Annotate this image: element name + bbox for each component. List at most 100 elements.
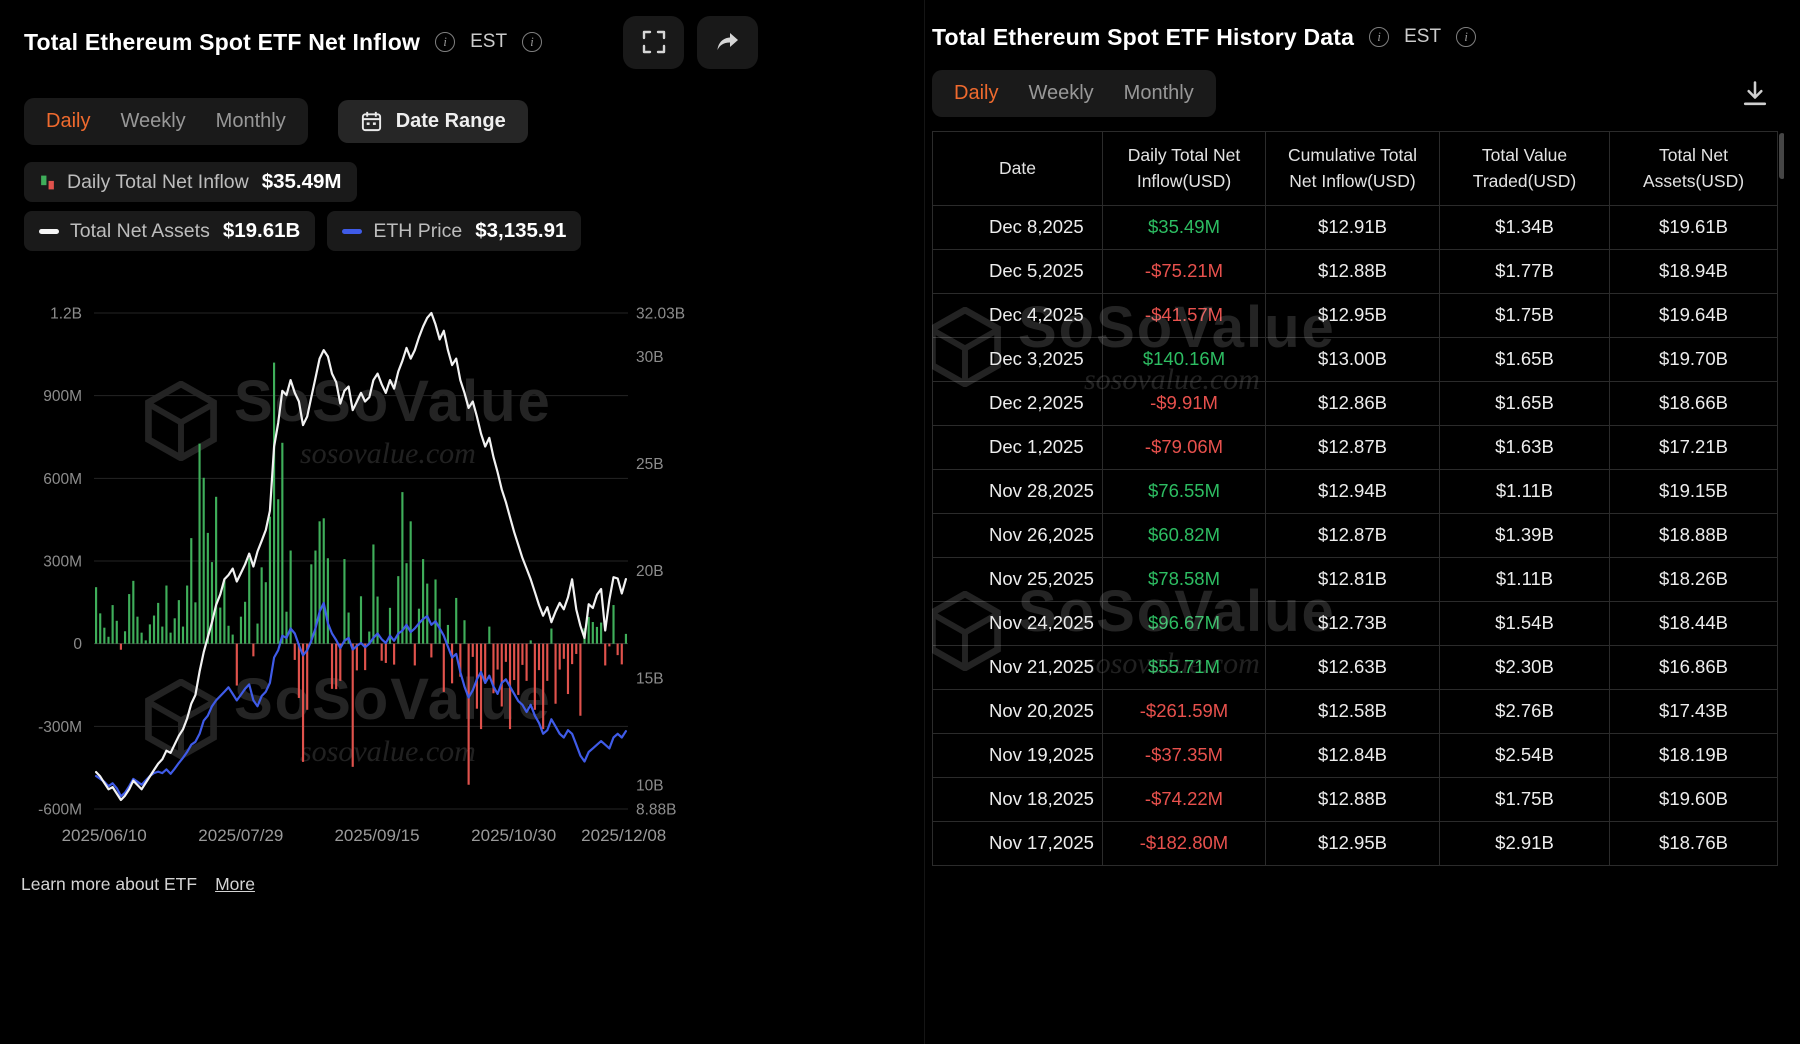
cell-net-assets: $18.76B: [1609, 820, 1778, 866]
share-icon: [717, 33, 738, 50]
cell-daily-inflow: -$75.21M: [1102, 248, 1266, 294]
cell-net-assets: $16.86B: [1609, 644, 1778, 690]
cell-cumulative-inflow: $12.87B: [1265, 512, 1440, 558]
tab-monthly[interactable]: Monthly: [201, 103, 301, 140]
table-row: Nov 25,2025 $78.58M $12.81B $1.11B $18.26B: [932, 556, 1778, 602]
blue-line-icon: [342, 228, 363, 234]
cell-daily-inflow: -$74.22M: [1102, 776, 1266, 822]
chart-controls: Daily Weekly Monthly Date Range: [24, 98, 758, 145]
cell-date: Dec 4,2025: [932, 292, 1103, 338]
cell-daily-inflow: -$9.91M: [1102, 380, 1266, 426]
info-icon[interactable]: i: [435, 32, 456, 52]
cell-daily-inflow: -$79.06M: [1102, 424, 1266, 470]
est-label: EST: [470, 31, 508, 52]
legend-daily-net-inflow[interactable]: Daily Total Net Inflow $35.49M: [24, 162, 357, 202]
cell-value-traded: $1.39B: [1439, 512, 1610, 558]
legend-total-net-assets[interactable]: Total Net Assets $19.61B: [24, 211, 316, 251]
svg-text:2025/09/15: 2025/09/15: [334, 826, 419, 845]
history-data-panel: Total Ethereum Spot ETF History Data i E…: [932, 0, 1794, 871]
cell-net-assets: $18.19B: [1609, 732, 1778, 778]
cell-value-traded: $1.65B: [1439, 336, 1610, 382]
cell-daily-inflow: $140.16M: [1102, 336, 1266, 382]
cell-cumulative-inflow: $12.91B: [1265, 204, 1440, 250]
table-row: Nov 18,2025 -$74.22M $12.88B $1.75B $19.60B: [932, 776, 1778, 822]
history-header: Total Ethereum Spot ETF History Data i E…: [932, 16, 1784, 58]
cell-date: Nov 26,2025: [932, 512, 1103, 558]
more-link[interactable]: More: [215, 874, 255, 894]
svg-text:900M: 900M: [43, 388, 82, 405]
tab-monthly[interactable]: Monthly: [1109, 75, 1209, 112]
inflow-bars-icon: [41, 175, 54, 189]
cell-cumulative-inflow: $12.86B: [1265, 380, 1440, 426]
cell-value-traded: $1.77B: [1439, 248, 1610, 294]
download-icon: [1743, 80, 1767, 105]
cell-date: Nov 21,2025: [932, 644, 1103, 690]
svg-text:600M: 600M: [43, 471, 82, 488]
cell-daily-inflow: -$261.59M: [1102, 688, 1266, 734]
cell-value-traded: $1.75B: [1439, 292, 1610, 338]
info-icon[interactable]: i: [1369, 27, 1390, 47]
legend-label: Daily Total Net Inflow: [67, 170, 249, 193]
svg-text:20B: 20B: [636, 563, 664, 580]
cell-net-assets: $19.64B: [1609, 292, 1778, 338]
legend-label: Total Net Assets: [70, 219, 210, 242]
cell-net-assets: $17.21B: [1609, 424, 1778, 470]
table-header: Date Daily Total Net Inflow(USD) Cumulativ…: [932, 131, 1778, 206]
cell-value-traded: $2.76B: [1439, 688, 1610, 734]
table-row: Nov 20,2025 -$261.59M $12.58B $2.76B $17.43B: [932, 688, 1778, 734]
history-table-container[interactable]: Date Daily Total Net Inflow(USD) Cumulativ…: [932, 131, 1784, 871]
cell-net-assets: $19.15B: [1609, 468, 1778, 514]
cell-cumulative-inflow: $12.87B: [1265, 424, 1440, 470]
cell-cumulative-inflow: $12.95B: [1265, 292, 1440, 338]
table-scrollbar[interactable]: [1779, 133, 1784, 179]
cell-cumulative-inflow: $12.88B: [1265, 776, 1440, 822]
cell-daily-inflow: -$37.35M: [1102, 732, 1266, 778]
chart-period-tabs: Daily Weekly Monthly: [24, 98, 308, 145]
table-row: Nov 28,2025 $76.55M $12.94B $1.11B $19.15B: [932, 468, 1778, 514]
column-header: Daily Total Net Inflow(USD): [1102, 131, 1266, 206]
cell-net-assets: $18.26B: [1609, 556, 1778, 602]
cell-daily-inflow: $76.55M: [1102, 468, 1266, 514]
legend-label: ETH Price: [373, 219, 463, 242]
table-row: Nov 26,2025 $60.82M $12.87B $1.39B $18.88B: [932, 512, 1778, 558]
cell-net-assets: $18.88B: [1609, 512, 1778, 558]
download-button[interactable]: [1740, 79, 1770, 109]
fullscreen-button[interactable]: [623, 15, 684, 69]
history-controls: Daily Weekly Monthly: [932, 70, 1784, 117]
svg-text:32.03B: 32.03B: [636, 306, 685, 323]
table-row: Nov 24,2025 $96.67M $12.73B $1.54B $18.44B: [932, 600, 1778, 646]
cell-cumulative-inflow: $12.73B: [1265, 600, 1440, 646]
cell-date: Dec 2,2025: [932, 380, 1103, 426]
svg-text:15B: 15B: [636, 670, 664, 687]
svg-text:8.88B: 8.88B: [636, 802, 677, 819]
net-inflow-panel: Total Ethereum Spot ETF Net Inflow i EST…: [21, 15, 758, 895]
cell-value-traded: $1.54B: [1439, 600, 1610, 646]
legend-eth-price[interactable]: ETH Price $3,135.91: [327, 211, 582, 251]
etf-footer: Learn more about ETF More: [21, 874, 255, 895]
combo-chart[interactable]: 1.2B 900M 600M 300M 0 -300M -600M 32.03B 30B 25B 2…: [24, 273, 748, 865]
fullscreen-icon: [642, 30, 665, 54]
cell-net-assets: $19.70B: [1609, 336, 1778, 382]
svg-text:10B: 10B: [636, 778, 664, 795]
cell-net-assets: $17.43B: [1609, 688, 1778, 734]
cell-date: Nov 24,2025: [932, 600, 1103, 646]
table-row: Dec 2,2025 -$9.91M $12.86B $1.65B $18.66B: [932, 380, 1778, 426]
cell-net-assets: $19.60B: [1609, 776, 1778, 822]
tab-daily[interactable]: Daily: [939, 75, 1013, 112]
cell-net-assets: $18.94B: [1609, 248, 1778, 294]
cell-value-traded: $1.11B: [1439, 556, 1610, 602]
tab-daily[interactable]: Daily: [31, 103, 105, 140]
table-row: Dec 1,2025 -$79.06M $12.87B $1.63B $17.21B: [932, 424, 1778, 470]
cell-date: Nov 17,2025: [932, 820, 1103, 866]
share-button[interactable]: [697, 15, 758, 69]
table-row: Nov 19,2025 -$37.35M $12.84B $2.54B $18.19B: [932, 732, 1778, 778]
tab-weekly[interactable]: Weekly: [1013, 75, 1108, 112]
est-info-icon[interactable]: i: [1456, 27, 1477, 47]
cell-net-assets: $19.61B: [1609, 204, 1778, 250]
column-header: Date: [932, 131, 1103, 206]
cell-daily-inflow: -$182.80M: [1102, 820, 1266, 866]
svg-text:-600M: -600M: [38, 802, 82, 819]
est-info-icon[interactable]: i: [522, 32, 543, 52]
tab-weekly[interactable]: Weekly: [105, 103, 200, 140]
date-range-button[interactable]: Date Range: [337, 100, 528, 143]
